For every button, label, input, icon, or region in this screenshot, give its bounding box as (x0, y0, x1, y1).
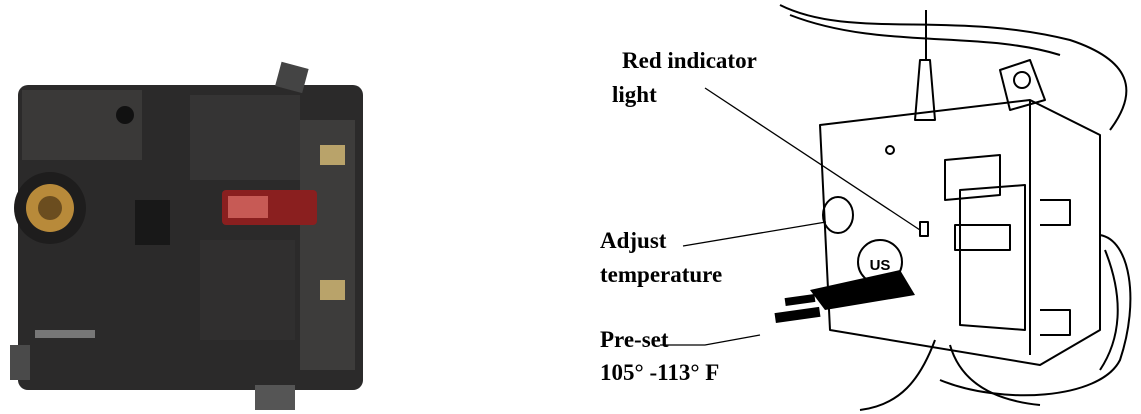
logo: US (870, 257, 891, 274)
thermostat-photo (10, 61, 363, 410)
leader (660, 334, 761, 346)
callout-text: light (612, 82, 657, 107)
callout-text: Red indicator (622, 48, 757, 73)
leader (704, 87, 921, 231)
callout-text: 105° -113° F (600, 360, 719, 385)
thermostat-drawing: US (774, 4, 1132, 411)
callout-text: Adjust (600, 228, 667, 253)
callout-text: Pre-set (600, 327, 669, 352)
leader (682, 221, 827, 247)
callout-text: temperature (600, 262, 722, 287)
